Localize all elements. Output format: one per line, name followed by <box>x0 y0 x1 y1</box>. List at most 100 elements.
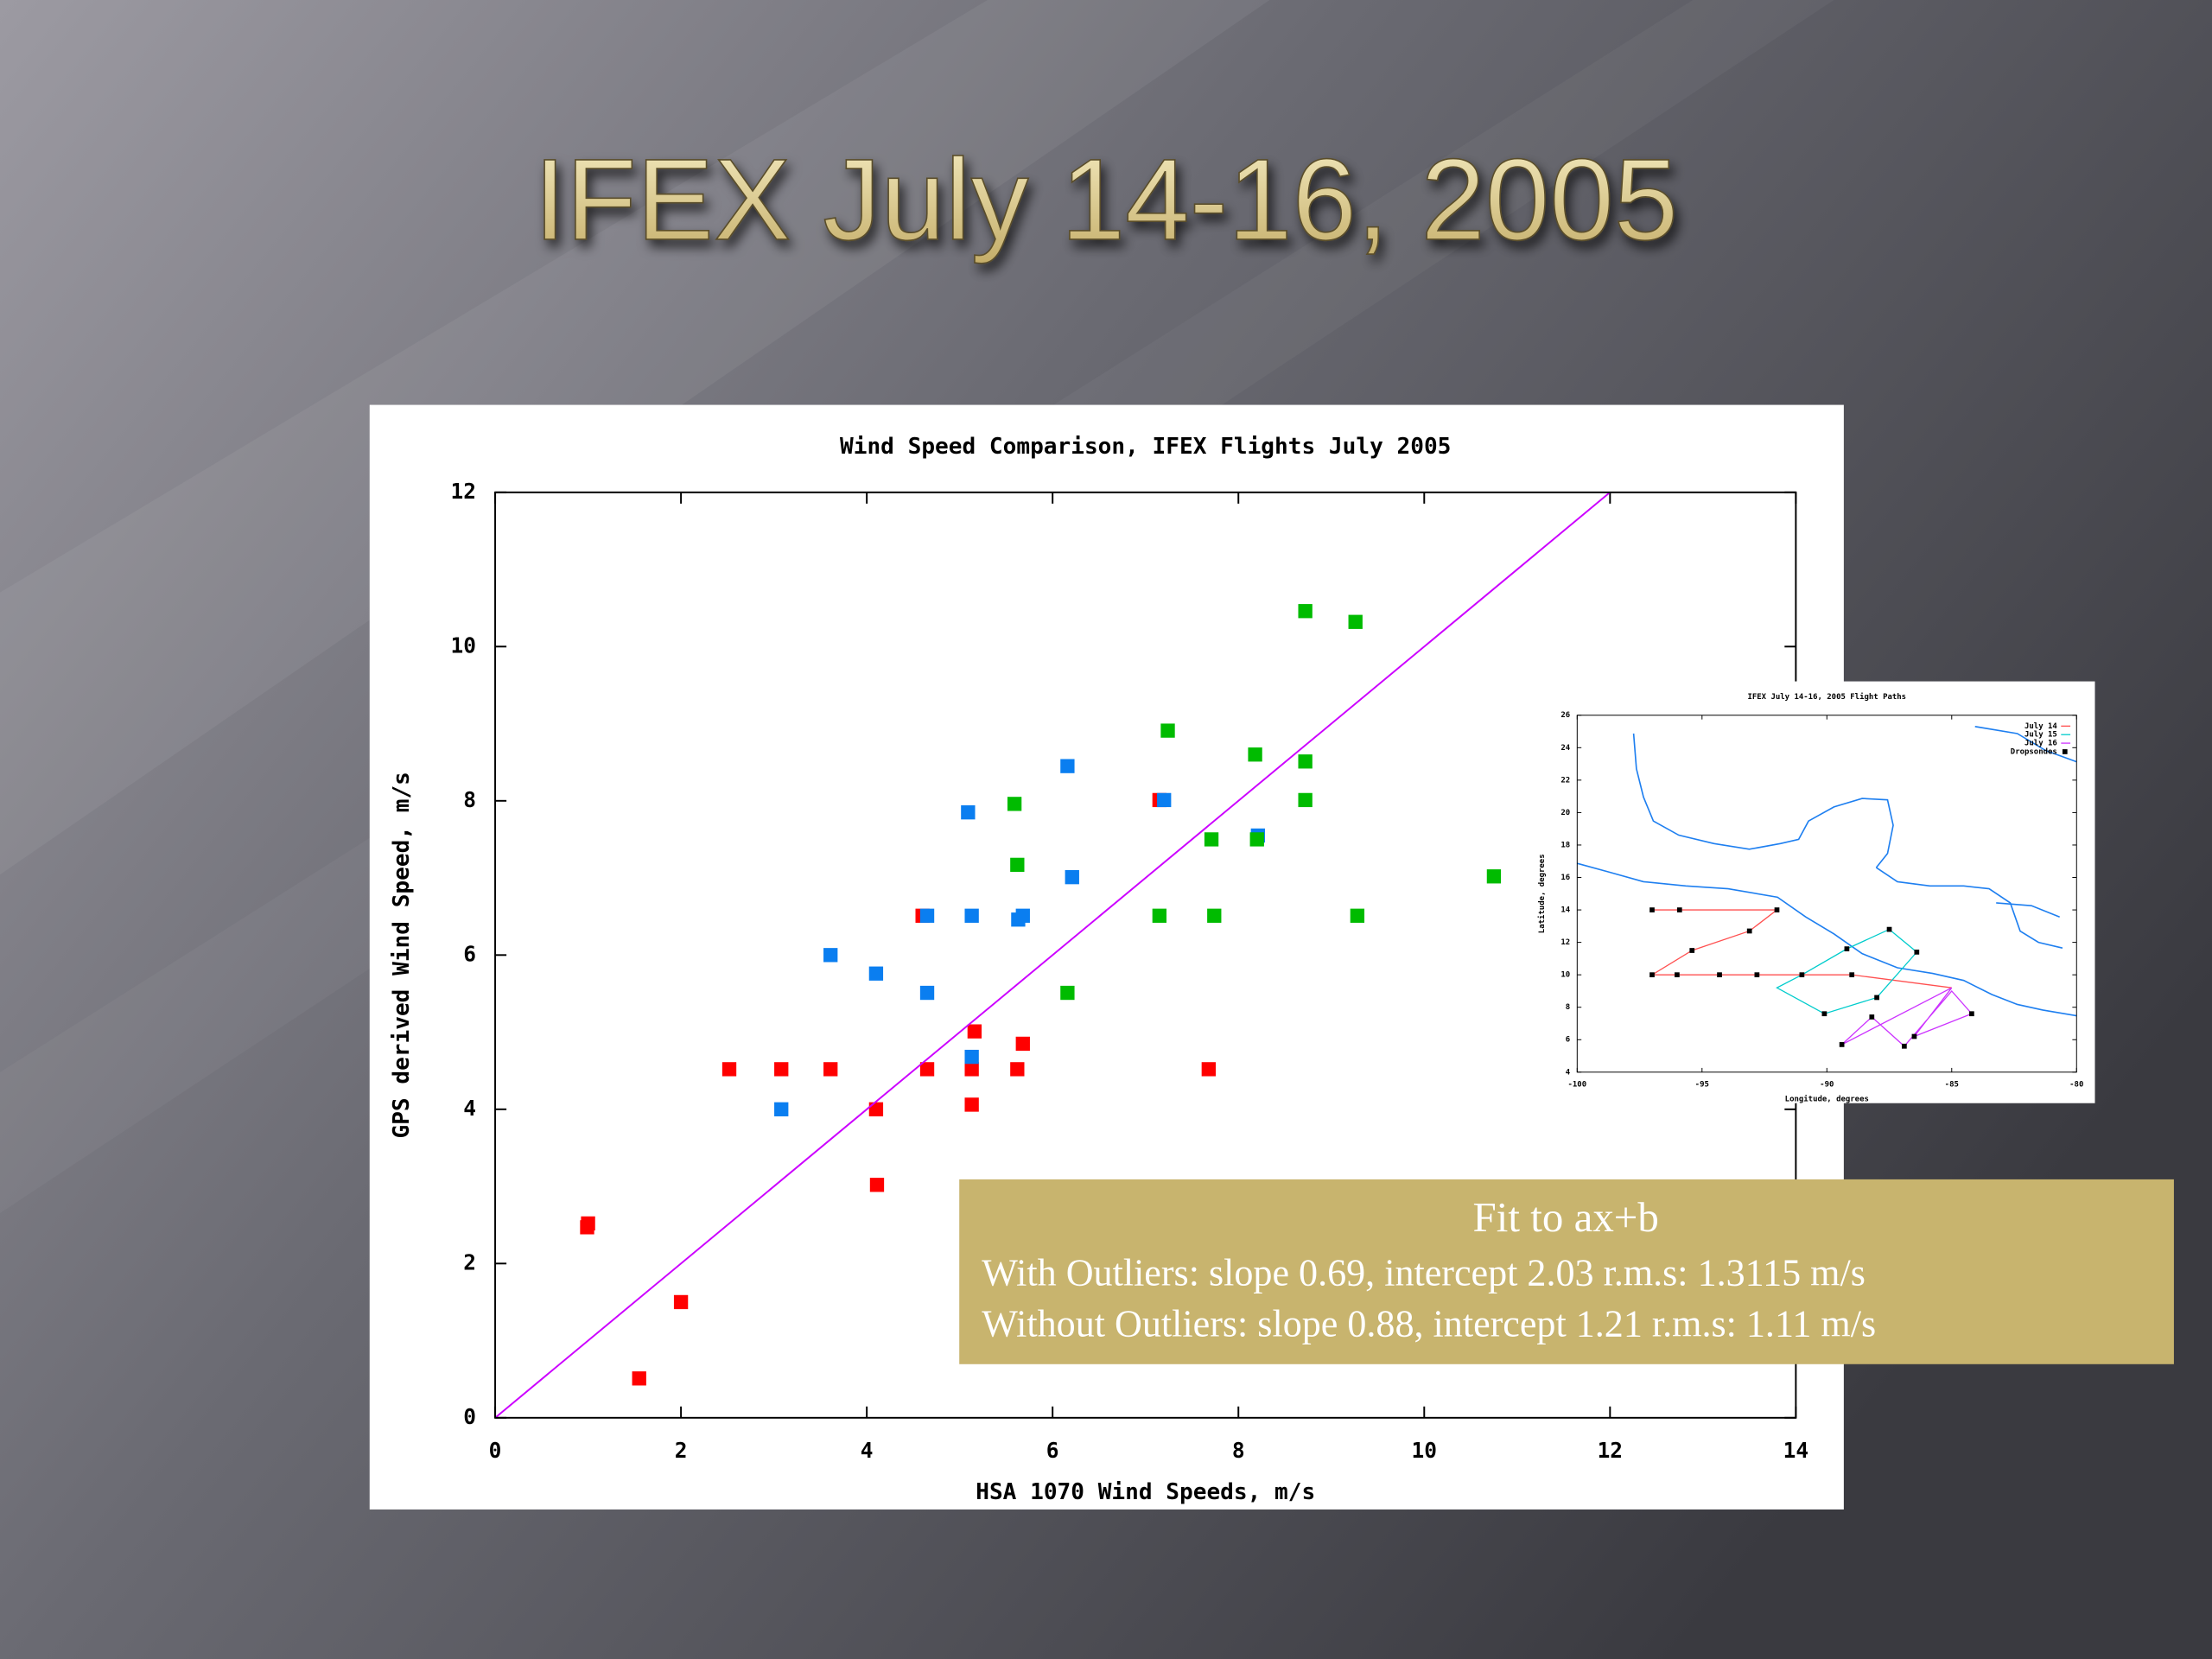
marker <box>1754 972 1760 978</box>
legend-swatch <box>2062 749 2068 754</box>
marker <box>1675 972 1680 978</box>
y-tick-label: 12 <box>1560 938 1570 947</box>
marker <box>1969 1011 1974 1017</box>
marker <box>1746 928 1752 934</box>
marker <box>774 1102 789 1116</box>
legend-label: Dropsondes <box>2011 747 2057 756</box>
coastline <box>1875 867 2063 949</box>
marker <box>1248 747 1262 762</box>
marker <box>581 1216 595 1231</box>
y-tick-label: 22 <box>1560 776 1570 785</box>
marker <box>823 1062 838 1077</box>
y-tick-label: 16 <box>1560 874 1570 882</box>
y-tick-label: 4 <box>463 1096 476 1121</box>
marker <box>868 1102 884 1116</box>
coastline <box>1974 726 2077 763</box>
series-line <box>1776 928 1918 1014</box>
marker <box>964 1062 979 1077</box>
chart-title: IFEX July 14-16, 2005 Flight Paths <box>1747 692 1906 702</box>
y-tick-label: 8 <box>1566 1003 1570 1012</box>
x-tick-label: -90 <box>1820 1081 1834 1090</box>
legend-label: July 15 <box>2024 731 2057 740</box>
marker <box>1914 950 1920 955</box>
marker <box>1902 1043 1907 1049</box>
y-tick-label: 10 <box>451 632 476 658</box>
coastline <box>1996 902 2060 918</box>
marker <box>919 985 935 1001</box>
y-tick-label: 4 <box>1566 1068 1570 1077</box>
y-tick-label: 24 <box>1560 744 1570 753</box>
legend-label: July 16 <box>2024 740 2057 748</box>
marker <box>1774 907 1780 912</box>
marker <box>1249 832 1264 847</box>
marker <box>1152 908 1167 923</box>
x-tick-label: 6 <box>1046 1438 1059 1463</box>
y-tick-label: 6 <box>463 941 476 966</box>
marker <box>869 1178 885 1192</box>
y-tick-label: 2 <box>463 1249 476 1274</box>
inset-chart: IFEX July 14-16, 2005 Flight Paths Longit… <box>1537 692 2083 1103</box>
x-tick-label: 12 <box>1598 1438 1623 1463</box>
slide-title: IFEX July 14-16, 2005 <box>534 136 1678 264</box>
marker <box>774 1062 789 1077</box>
series-line <box>494 492 1611 1419</box>
marker <box>823 948 838 963</box>
fit-heading: Fit to ax+b <box>1473 1193 1659 1241</box>
marker <box>1298 754 1313 769</box>
y-tick-label: 18 <box>1560 841 1570 849</box>
marker <box>1010 1062 1025 1077</box>
marker <box>1799 972 1805 978</box>
marker <box>1015 908 1030 923</box>
coastline <box>1632 733 1894 868</box>
y-tick-label: 26 <box>1560 711 1570 720</box>
coastline <box>1577 862 2077 1017</box>
marker <box>1204 832 1219 847</box>
marker <box>1911 1033 1917 1039</box>
x-axis-label: HSA 1070 Wind Speeds, m/s <box>976 1479 1315 1505</box>
marker <box>1157 792 1172 808</box>
marker <box>1201 1062 1216 1077</box>
x-tick-label: -100 <box>1568 1081 1587 1090</box>
marker <box>1886 926 1892 932</box>
marker <box>1207 908 1222 923</box>
marker <box>1065 869 1079 885</box>
y-axis-label: Latitude, degrees <box>1537 854 1547 933</box>
marker <box>919 908 935 923</box>
marker <box>1010 857 1025 873</box>
marker <box>964 1049 979 1065</box>
y-tick-label: 20 <box>1560 809 1570 817</box>
marker <box>1844 946 1850 951</box>
chart-title: Wind Speed Comparison, IFEX Flights July… <box>840 434 1451 460</box>
marker <box>1298 792 1313 808</box>
y-tick-label: 14 <box>1560 906 1570 915</box>
x-tick-label: 4 <box>861 1438 874 1463</box>
marker <box>1821 1011 1827 1017</box>
x-axis-label: Longitude, degrees <box>1785 1094 1869 1103</box>
main-chart: Wind Speed Comparison, IFEX Flights July… <box>389 434 1808 1505</box>
marker <box>919 1062 935 1077</box>
marker <box>1676 907 1682 912</box>
x-tick-label: 2 <box>675 1438 688 1463</box>
x-tick-label: 10 <box>1412 1438 1437 1463</box>
marker <box>1839 1042 1845 1047</box>
plot-frame <box>1576 715 2077 1073</box>
marker <box>721 1062 737 1077</box>
marker <box>1649 907 1655 912</box>
fit-line: Without Outliers: slope 0.88, intercept … <box>982 1302 1876 1344</box>
marker <box>1007 797 1022 811</box>
marker <box>1849 972 1855 978</box>
marker <box>961 805 976 820</box>
marker <box>1869 1014 1875 1020</box>
x-tick-label: -95 <box>1695 1081 1709 1090</box>
marker <box>868 966 884 981</box>
inset-panel <box>1548 681 2095 1103</box>
x-tick-label: 0 <box>489 1438 502 1463</box>
x-tick-label: 14 <box>1783 1438 1808 1463</box>
marker <box>673 1294 689 1310</box>
marker <box>1717 972 1722 978</box>
fit-box <box>959 1179 2174 1364</box>
y-tick-label: 12 <box>451 479 476 504</box>
marker <box>1160 723 1175 738</box>
x-tick-label: 8 <box>1232 1438 1245 1463</box>
